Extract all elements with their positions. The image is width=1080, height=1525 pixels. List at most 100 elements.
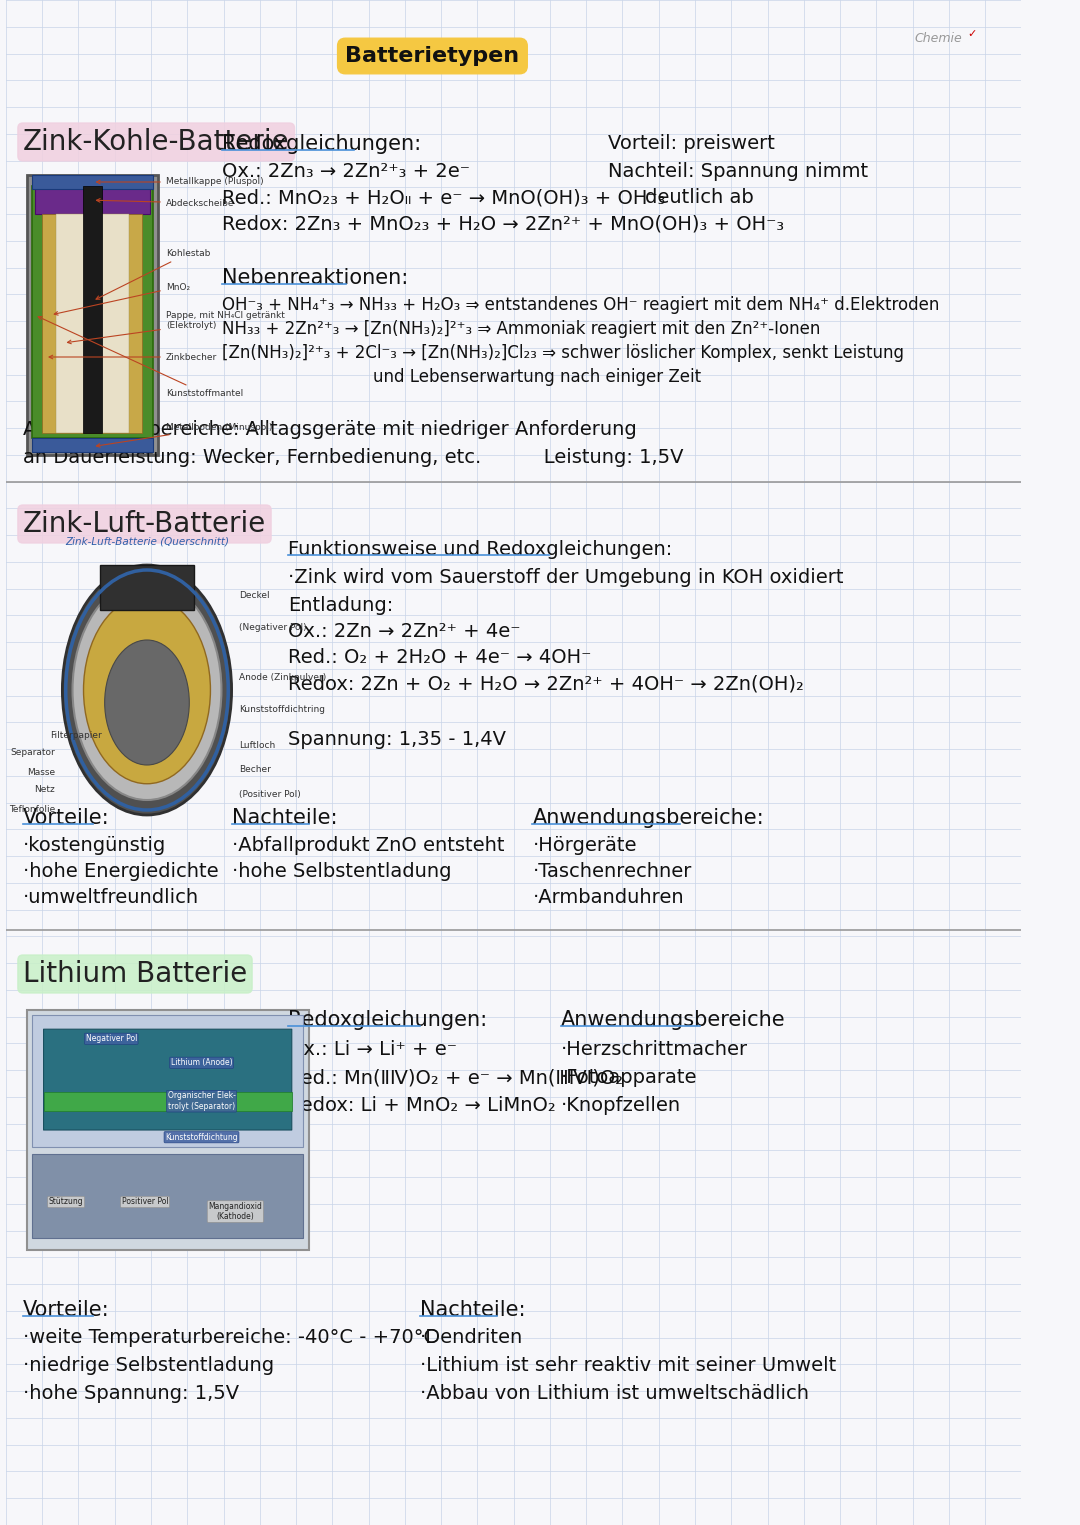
Text: Anode (Zinkpulver): Anode (Zinkpulver) — [239, 673, 326, 682]
Text: Redoxgleichungen:: Redoxgleichungen: — [222, 134, 421, 154]
Bar — [83, 186, 102, 433]
Text: Zinkbecher: Zinkbecher — [49, 352, 217, 361]
Text: an Dauerleistung: Wecker, Fernbedienung, etc.          Leistung: 1,5V: an Dauerleistung: Wecker, Fernbedienung,… — [23, 448, 684, 467]
Text: MnO₂: MnO₂ — [54, 282, 190, 316]
Text: Lithium (Anode): Lithium (Anode) — [171, 1058, 232, 1068]
Bar — [42, 214, 143, 433]
Bar — [43, 1092, 292, 1110]
Text: Nachteile:: Nachteile: — [231, 808, 337, 828]
Text: Redox: Li + MnO₂ → LiMnO₂: Redox: Li + MnO₂ → LiMnO₂ — [288, 1096, 556, 1115]
Text: Teflonfolie: Teflonfolie — [9, 805, 55, 814]
Bar — [32, 175, 153, 189]
Text: ·kostengünstig: ·kostengünstig — [23, 836, 166, 856]
Text: Metallboden (Minuspol): Metallboden (Minuspol) — [96, 422, 272, 447]
Text: Stützung: Stützung — [49, 1197, 83, 1206]
Text: ·Armbanduhren: ·Armbanduhren — [532, 888, 684, 907]
Text: Abdeckscheibe: Abdeckscheibe — [96, 198, 234, 207]
Bar — [32, 186, 153, 438]
Text: Pappe, mit NH₄Cl getränkt
(Elektrolyt): Pappe, mit NH₄Cl getränkt (Elektrolyt) — [67, 311, 285, 343]
Text: Vorteile:: Vorteile: — [23, 808, 109, 828]
Text: ·Knopfzellen: ·Knopfzellen — [561, 1096, 680, 1115]
Text: NH₃₃⁡ + 2Zn²⁺₃⁡ → [Zn(NH₃)₂]²⁺₃⁡ ⇒ Ammoniak reagiert mit den Zn²⁺-Ionen: NH₃₃⁡ + 2Zn²⁺₃⁡ → [Zn(NH₃)₂]²⁺₃⁡ ⇒ Ammon… — [222, 320, 821, 339]
Text: Deckel: Deckel — [239, 590, 270, 599]
Text: ·Abfallprodukt ZnO entsteht: ·Abfallprodukt ZnO entsteht — [231, 836, 504, 856]
Text: Redox: 2Zn₃ + MnO₂₃ + H₂O → 2Zn²⁺ + MnO(OH)₃ + OH⁻₃⁡: Redox: 2Zn₃ + MnO₂₃ + H₂O → 2Zn²⁺ + MnO(… — [222, 214, 784, 233]
Text: Metallkappe (Pluspol): Metallkappe (Pluspol) — [96, 177, 264, 186]
FancyBboxPatch shape — [43, 1029, 292, 1130]
Text: Red.: MnO₂₃ + H₂Oₗₗ + e⁻ → MnO(OH)₃ + OH⁻₃⁡: Red.: MnO₂₃ + H₂Oₗₗ + e⁻ → MnO(OH)₃ + OH… — [222, 188, 665, 207]
Text: Mangandioxid
(Kathode): Mangandioxid (Kathode) — [208, 1202, 262, 1222]
Text: Zink-Kohle-Batterie: Zink-Kohle-Batterie — [23, 128, 289, 156]
Text: Vorteil: preiswert: Vorteil: preiswert — [608, 134, 774, 152]
Text: Ox.: Li → Li⁺ + e⁻: Ox.: Li → Li⁺ + e⁻ — [288, 1040, 457, 1058]
Text: Spannung: 1,35 - 1,4V: Spannung: 1,35 - 1,4V — [288, 730, 507, 749]
Bar — [27, 1010, 309, 1250]
Text: deutlich ab: deutlich ab — [645, 188, 754, 207]
Ellipse shape — [105, 640, 189, 766]
Text: und Lebenserwartung nach einiger Zeit: und Lebenserwartung nach einiger Zeit — [373, 368, 701, 386]
Text: Redox: 2Zn + O₂ + H₂O → 2Zn²⁺ + 4OH⁻ → 2Zn(OH)₂: Redox: 2Zn + O₂ + H₂O → 2Zn²⁺ + 4OH⁻ → 2… — [288, 674, 804, 692]
Bar — [100, 564, 193, 610]
Bar — [27, 175, 159, 454]
Text: Anwendungsbereiche:: Anwendungsbereiche: — [532, 808, 764, 828]
Text: Red.: Mn(ⅡⅣ)O₂ + e⁻ → Mn(ⅢⅣⅠ)O₂: Red.: Mn(ⅡⅣ)O₂ + e⁻ → Mn(ⅢⅣⅠ)O₂ — [288, 1068, 623, 1087]
Text: Zink-Luft-Batterie (Querschnitt): Zink-Luft-Batterie (Querschnitt) — [65, 537, 229, 547]
Text: Entladung:: Entladung: — [288, 596, 393, 615]
Text: Chemie: Chemie — [915, 32, 962, 44]
Bar — [55, 214, 130, 433]
Text: ·weite Temperaturbereiche: -40°C - +70°C: ·weite Temperaturbereiche: -40°C - +70°C — [23, 1328, 437, 1347]
Text: Masse: Masse — [27, 769, 55, 778]
Text: Filterpapier: Filterpapier — [50, 730, 102, 740]
Text: Kunststoffdichtring: Kunststoffdichtring — [239, 706, 325, 715]
Text: Zink-Luft-Batterie: Zink-Luft-Batterie — [23, 509, 266, 538]
Bar — [35, 186, 150, 214]
Text: Nachteil: Spannung nimmt: Nachteil: Spannung nimmt — [608, 162, 868, 181]
Text: ·Abbau von Lithium ist umweltschädlich: ·Abbau von Lithium ist umweltschädlich — [420, 1385, 809, 1403]
Text: [Zn(NH₃)₂]²⁺₃⁡ + 2Cl⁻₃⁡ → [Zn(NH₃)₂]Cl₂₃ ⇒ schwer löslicher Komplex, senkt Leist: [Zn(NH₃)₂]²⁺₃⁡ + 2Cl⁻₃⁡ → [Zn(NH₃)₂]Cl₂₃… — [222, 345, 904, 361]
Text: ·Hörgeräte: ·Hörgeräte — [532, 836, 637, 856]
Text: ·hohe Energiedichte: ·hohe Energiedichte — [23, 862, 218, 881]
Text: Redoxgleichungen:: Redoxgleichungen: — [288, 1010, 487, 1029]
Text: Netz: Netz — [35, 785, 55, 795]
Text: Anwendungsbereiche: Anwendungsbereiche — [561, 1010, 785, 1029]
Text: Anwendungsbereiche: Alltagsgeräte mit niedriger Anforderung: Anwendungsbereiche: Alltagsgeräte mit ni… — [23, 419, 636, 439]
Text: ✓: ✓ — [968, 29, 977, 40]
Ellipse shape — [72, 580, 221, 801]
Text: (Positiver Pol): (Positiver Pol) — [239, 790, 301, 799]
Text: Nebenreaktionen:: Nebenreaktionen: — [222, 268, 408, 288]
Text: Becher: Becher — [239, 766, 271, 775]
Text: Batterietypen: Batterietypen — [346, 46, 519, 66]
Text: ·niedrige Selbstentladung: ·niedrige Selbstentladung — [23, 1356, 274, 1376]
Text: ·Taschenrechner: ·Taschenrechner — [532, 862, 692, 881]
Text: ·umweltfreundlich: ·umweltfreundlich — [23, 888, 199, 907]
Text: Kohlestab: Kohlestab — [96, 249, 211, 299]
Text: ·Lithium ist sehr reaktiv mit seiner Umwelt: ·Lithium ist sehr reaktiv mit seiner Umw… — [420, 1356, 836, 1376]
Text: ·hohe Spannung: 1,5V: ·hohe Spannung: 1,5V — [23, 1385, 239, 1403]
Ellipse shape — [63, 564, 231, 814]
Text: Ox.: 2Zn → 2Zn²⁺ + 4e⁻: Ox.: 2Zn → 2Zn²⁺ + 4e⁻ — [288, 622, 521, 640]
Text: ·Fotoapparate: ·Fotoapparate — [561, 1068, 698, 1087]
Text: Red.: O₂ + 2H₂O + 4e⁻ → 4OH⁻: Red.: O₂ + 2H₂O + 4e⁻ → 4OH⁻ — [288, 648, 592, 666]
Text: Ox.: 2Zn₃ → 2Zn²⁺₃⁡ + 2e⁻: Ox.: 2Zn₃ → 2Zn²⁺₃⁡ + 2e⁻ — [222, 162, 470, 181]
Text: ·hohe Selbstentladung: ·hohe Selbstentladung — [231, 862, 451, 881]
Bar — [32, 1154, 303, 1238]
Text: Positiver Pol: Positiver Pol — [122, 1197, 168, 1206]
Text: ·Dendriten: ·Dendriten — [420, 1328, 523, 1347]
Text: Nachteile:: Nachteile: — [420, 1299, 525, 1321]
Text: Kunststoffdichtung: Kunststoffdichtung — [165, 1133, 238, 1142]
Text: Separator: Separator — [10, 747, 55, 756]
Text: Lithium Batterie: Lithium Batterie — [23, 961, 247, 988]
Text: Luftloch: Luftloch — [239, 741, 275, 749]
Text: ·Herzschrittmacher: ·Herzschrittmacher — [561, 1040, 747, 1058]
Bar — [32, 1014, 303, 1147]
Ellipse shape — [83, 596, 211, 784]
Text: Organischer Elek-
trolyt (Separator): Organischer Elek- trolyt (Separator) — [167, 1092, 235, 1110]
Text: Negativer Pol: Negativer Pol — [85, 1034, 137, 1043]
Text: ·Zink wird vom Sauerstoff der Umgebung in KOH oxidiert: ·Zink wird vom Sauerstoff der Umgebung i… — [288, 567, 843, 587]
Text: OH⁻₃⁡ + NH₄⁺₃⁡ → NH₃₃⁡ + H₂O₃⁡ ⇒ entstandenes OH⁻ reagiert mit dem NH₄⁺ d.Elektr: OH⁻₃⁡ + NH₄⁺₃⁡ → NH₃₃⁡ + H₂O₃⁡ ⇒ entstan… — [222, 296, 940, 314]
Text: (Negativer Pol): (Negativer Pol) — [239, 624, 307, 631]
Text: Kunststoffmantel: Kunststoffmantel — [38, 317, 243, 398]
Text: Vorteile:: Vorteile: — [23, 1299, 109, 1321]
Bar — [32, 438, 153, 453]
Text: Funktionsweise und Redoxgleichungen:: Funktionsweise und Redoxgleichungen: — [288, 540, 672, 560]
